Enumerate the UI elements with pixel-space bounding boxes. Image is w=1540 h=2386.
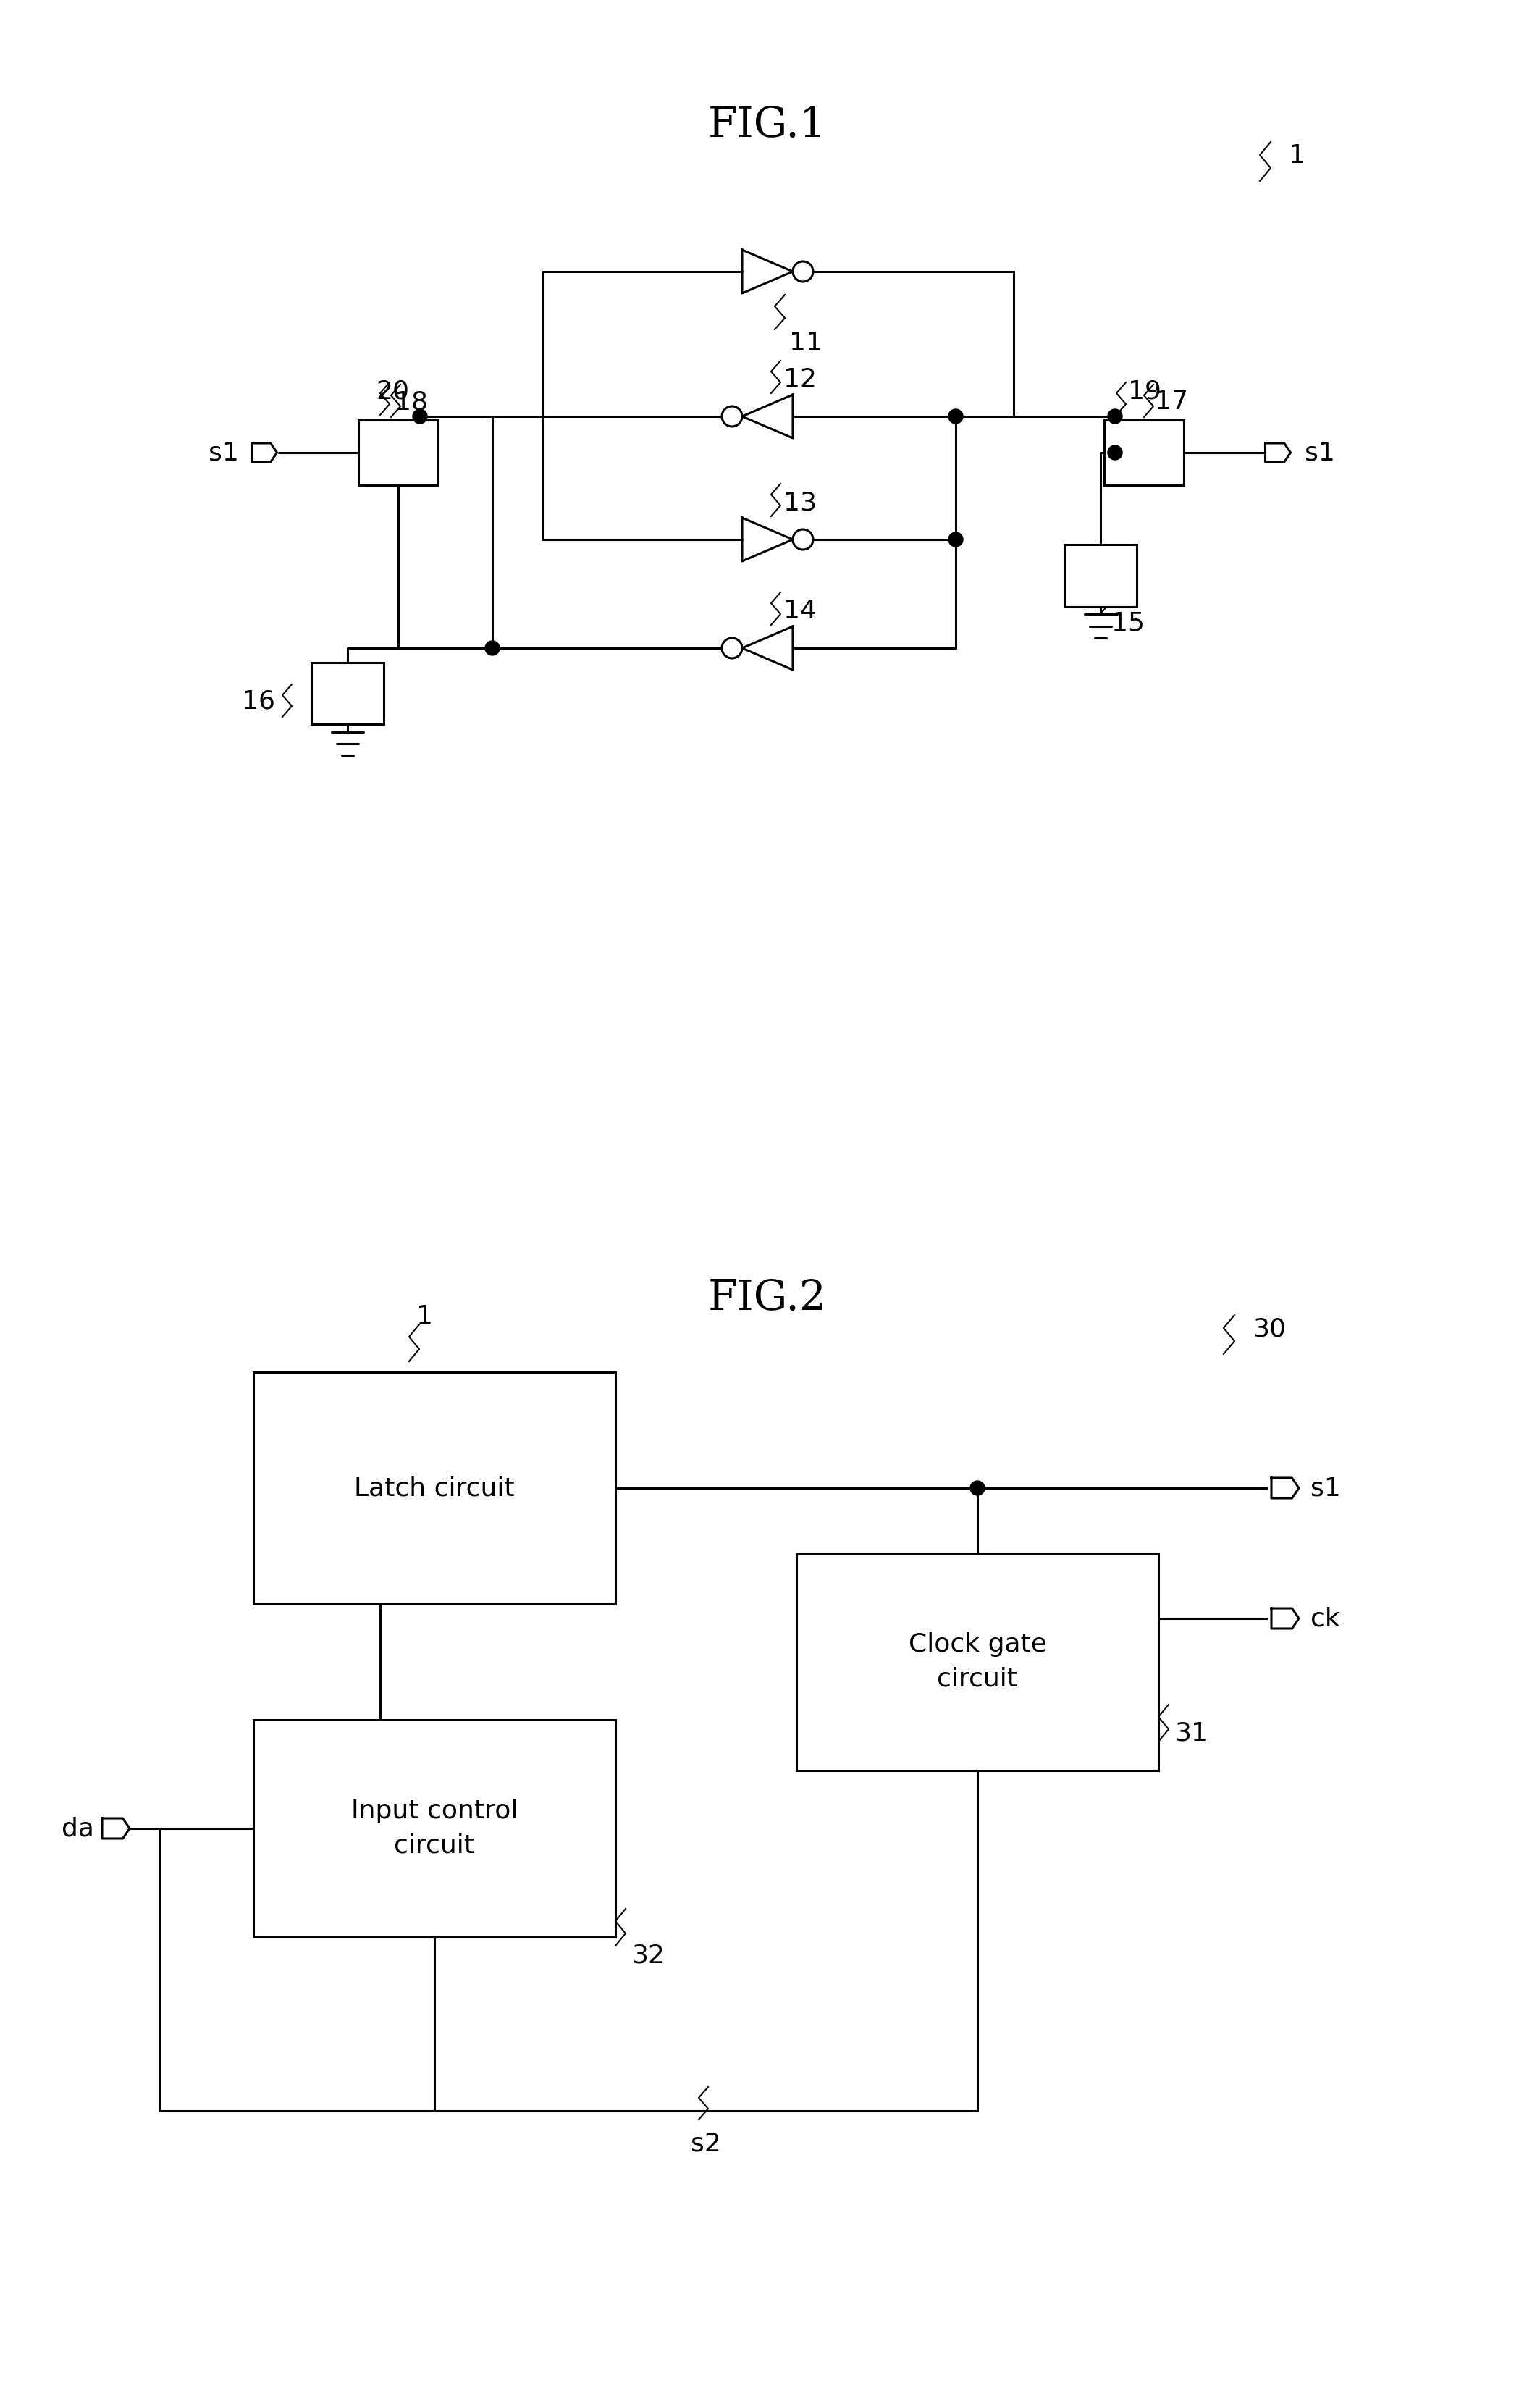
Circle shape <box>949 532 962 546</box>
Text: s1: s1 <box>1311 1477 1341 1501</box>
Text: 18: 18 <box>394 389 428 415</box>
Text: 1: 1 <box>416 1305 433 1329</box>
Text: FIG.1: FIG.1 <box>708 105 827 146</box>
Text: Input control
circuit: Input control circuit <box>351 1799 517 1859</box>
Text: 17: 17 <box>1155 389 1189 415</box>
Circle shape <box>970 1482 984 1496</box>
Bar <box>1104 420 1184 484</box>
Bar <box>254 1720 616 1937</box>
Text: s1: s1 <box>1304 441 1335 465</box>
Circle shape <box>793 262 813 282</box>
Bar <box>796 1553 1158 1770</box>
Circle shape <box>1107 446 1123 460</box>
Text: 14: 14 <box>784 599 816 623</box>
Circle shape <box>413 408 427 425</box>
Circle shape <box>722 637 742 659</box>
Circle shape <box>1107 408 1123 425</box>
Text: Clock gate
circuit: Clock gate circuit <box>909 1632 1047 1692</box>
Circle shape <box>793 530 813 549</box>
Text: s1: s1 <box>208 441 239 465</box>
Text: da: da <box>62 1816 94 1840</box>
Circle shape <box>949 408 962 425</box>
Text: 13: 13 <box>784 489 816 515</box>
Text: 11: 11 <box>788 332 822 356</box>
Text: ck: ck <box>1311 1606 1340 1630</box>
Text: 12: 12 <box>784 367 816 391</box>
Circle shape <box>722 406 742 427</box>
Text: s2: s2 <box>691 2131 721 2155</box>
Bar <box>1064 544 1137 606</box>
Text: Latch circuit: Latch circuit <box>354 1477 514 1501</box>
Circle shape <box>485 642 499 656</box>
Bar <box>254 1372 616 1603</box>
Text: 1: 1 <box>1289 143 1306 167</box>
Text: 16: 16 <box>242 690 276 713</box>
Text: 30: 30 <box>1252 1317 1286 1341</box>
Text: 20: 20 <box>376 379 410 403</box>
Text: 31: 31 <box>1175 1720 1207 1744</box>
Text: 19: 19 <box>1127 379 1161 403</box>
Bar <box>311 663 383 723</box>
Text: 15: 15 <box>1112 611 1144 635</box>
Text: 32: 32 <box>631 1942 665 1968</box>
Bar <box>359 420 437 484</box>
Text: FIG.2: FIG.2 <box>708 1279 827 1319</box>
